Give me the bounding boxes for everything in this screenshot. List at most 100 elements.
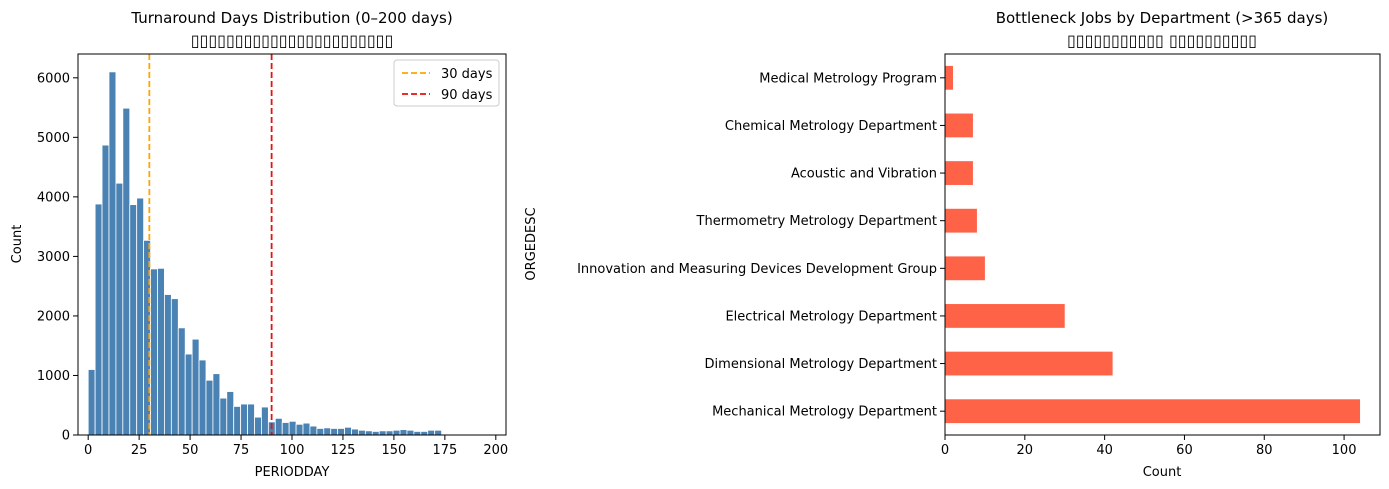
histogram-bar [129,204,138,436]
department-label: Mechanical Metrology Department [712,405,937,420]
histogram-bar [108,71,117,436]
department-chart-title: Bottleneck Jobs by Department (>365 days… [996,9,1329,27]
histogram-bar [122,107,131,436]
histogram-title: Turnaround Days Distribution (0–200 days… [130,9,452,27]
department-bar [945,65,953,90]
y-tick-label: 3000 [37,250,70,265]
department-bar [945,113,973,138]
x-tick-label: 60 [1176,443,1193,458]
department-bar [945,399,1361,424]
histogram-bar [94,203,103,436]
histogram-bar [337,428,345,436]
histogram-bar [164,294,172,436]
histogram-bar [254,416,262,436]
histogram-chart: Turnaround Days Distribution (0–200 days… [10,9,508,480]
department-label: Acoustic and Vibration [791,167,937,182]
histogram-bar [115,182,124,436]
histogram-bar [420,431,429,436]
histogram-bar [198,359,207,436]
x-tick-label: 200 [483,443,508,458]
histogram-bar [316,428,325,436]
department-bar [945,304,1065,328]
histogram-reference-lines [148,54,273,435]
department-label: Thermometry Metrology Department [696,214,937,229]
histogram-bar [378,430,387,436]
x-tick-label: 100 [1332,443,1357,458]
histogram-bar [302,422,311,436]
histogram-bar [434,429,442,436]
histogram-bar [371,431,380,436]
department-y-label: ORGEDESC [524,207,539,280]
legend-label-90-days: 90 days [441,88,493,103]
histogram-bar [150,268,158,436]
histogram-bar [358,429,366,436]
histogram-bar [87,369,96,436]
histogram-bar [240,403,248,436]
histogram-bar [247,403,255,436]
department-y-ticks: Medical Metrology Program Chemical Metrol… [577,71,945,420]
department-bar [945,256,985,281]
x-tick-label: 0 [941,443,949,458]
histogram-bar [226,391,235,436]
y-tick-label: 4000 [37,190,70,205]
x-tick-label: 75 [233,443,250,458]
x-tick-label: 20 [1017,443,1034,458]
histogram-y-ticks: 0 1000 2000 3000 4000 5000 6000 [37,71,78,444]
department-bars [945,65,1361,424]
histogram-subtitle: ▯▯▯▯▯▯▯▯▯▯▯▯▯▯▯▯▯▯▯▯▯▯▯ [191,31,394,50]
department-label: Dimensional Metrology Department [705,357,937,372]
histogram-bar [427,429,436,436]
histogram-bar [191,338,200,436]
department-x-ticks: 0 20 40 60 80 100 [941,435,1357,458]
histogram-bar [351,428,359,436]
histogram-y-label: Count [10,225,25,264]
department-plot-frame [944,53,1381,436]
histogram-bar [406,429,415,436]
histogram-bar [274,417,283,436]
x-tick-label: 175 [432,443,457,458]
y-tick-label: 0 [62,429,70,444]
y-tick-label: 6000 [37,71,70,86]
histogram-bar [288,420,297,436]
x-tick-label: 150 [381,443,406,458]
histogram-bars [87,71,442,436]
histogram-bar [219,397,228,436]
y-tick-label: 5000 [37,131,70,146]
histogram-bar [177,327,186,436]
histogram-bar [295,423,304,436]
department-bar [945,351,1113,376]
x-tick-label: 50 [182,443,199,458]
x-tick-label: 100 [280,443,305,458]
x-tick-label: 40 [1096,443,1113,458]
histogram-x-ticks: 0 25 50 75 100 125 150 175 200 [84,435,508,458]
histogram-bar [205,379,214,436]
histogram-bar [212,373,221,436]
department-label: Chemical Metrology Department [725,119,937,134]
histogram-bar [330,428,339,436]
department-bar [945,208,977,233]
histogram-bar [184,353,193,436]
department-label: Medical Metrology Program [759,71,937,86]
histogram-bar [170,298,179,436]
x-tick-label: 0 [84,443,92,458]
x-tick-label: 25 [131,443,148,458]
department-label: Electrical Metrology Department [725,309,937,324]
histogram-x-label: PERIODDAY [255,465,330,480]
histogram-legend: 30 days 90 days [393,59,500,107]
histogram-bar [392,429,401,436]
histogram-bar [233,406,242,436]
histogram-bar [281,422,290,436]
x-tick-label: 80 [1256,443,1273,458]
histogram-bar [101,144,110,436]
histogram-bar [261,406,269,436]
histogram-bar [364,430,373,436]
department-x-label: Count [1143,465,1182,480]
histogram-bar [136,197,145,436]
histogram-bar [399,429,408,436]
department-chart-subtitle: ▯▯▯▯▯▯▯▯▯▯▯ ▯▯▯▯▯▯▯▯▯▯ [1067,31,1257,50]
department-bar-chart: Bottleneck Jobs by Department (>365 days… [524,9,1381,480]
y-tick-label: 2000 [37,309,70,324]
histogram-bar [344,426,352,436]
y-tick-label: 1000 [37,369,70,384]
